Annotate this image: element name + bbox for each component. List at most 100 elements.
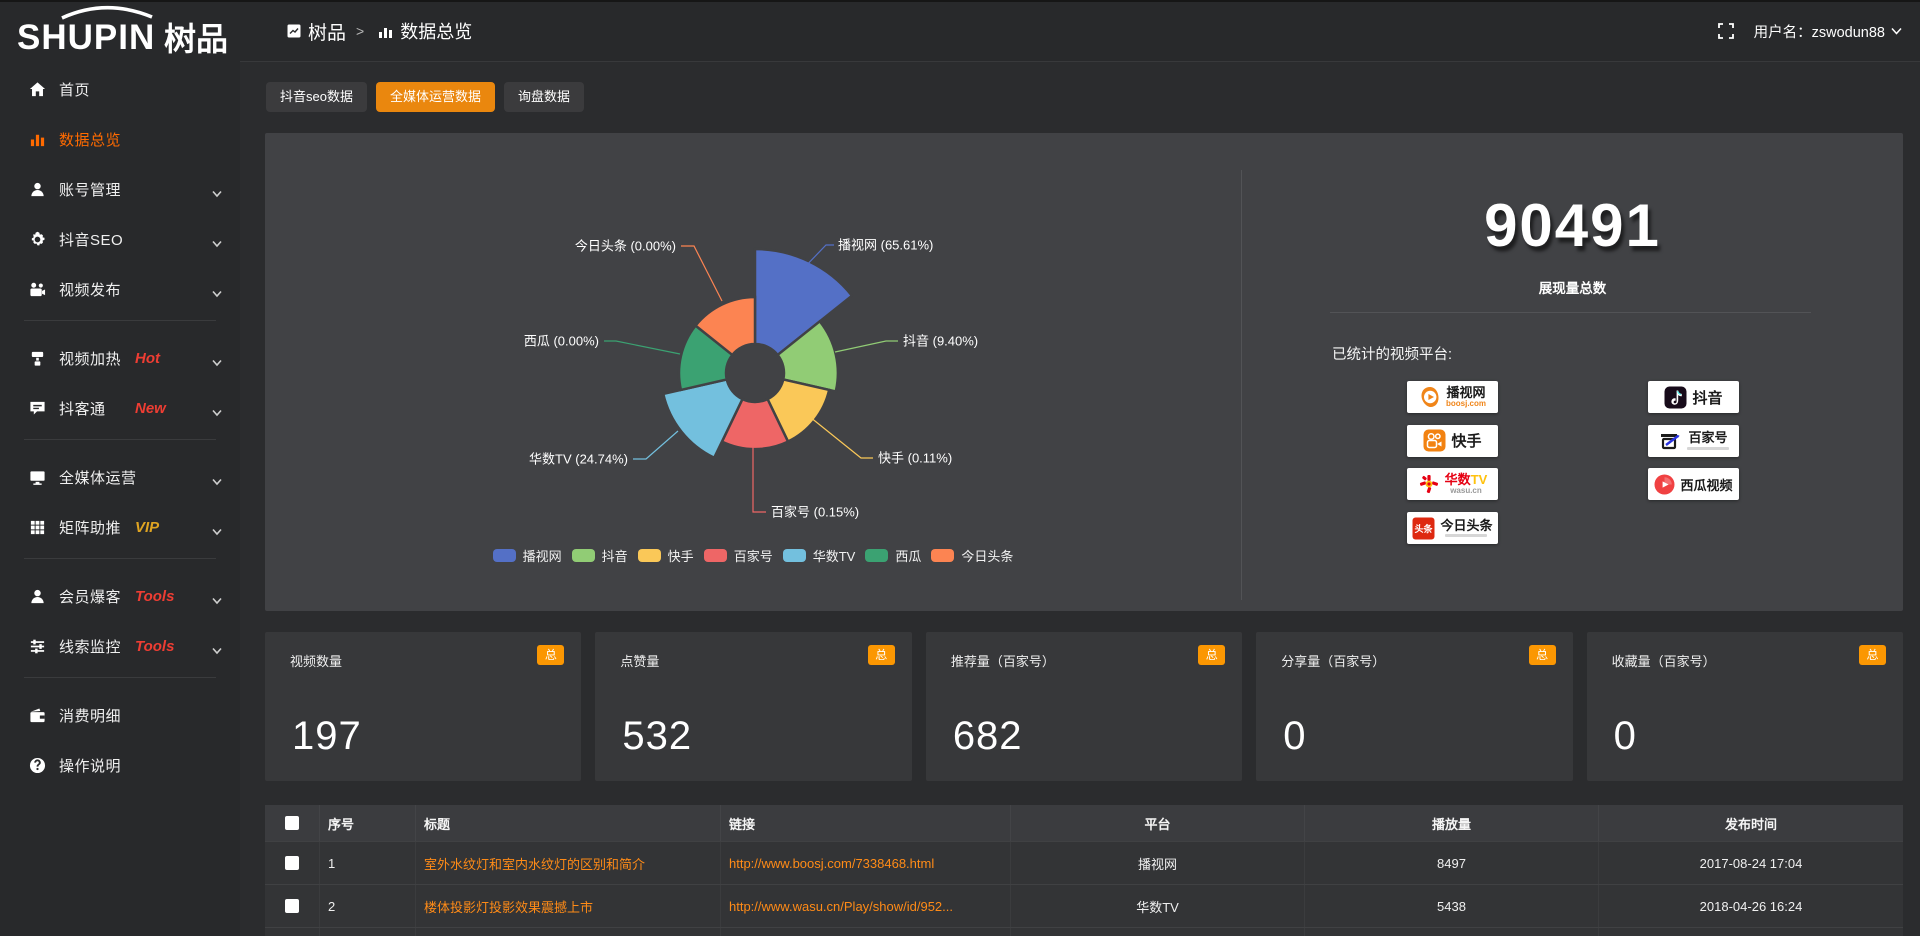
stat-card-badge[interactable]: 总 (1859, 645, 1887, 665)
tab-询盘数据[interactable]: 询盘数据 (503, 82, 584, 112)
legend-item-华数TV[interactable]: 华数TV (782, 546, 855, 565)
sidebar-item-label: 会员爆客 (59, 588, 122, 606)
platform-text: 播视网 boosj.com (1446, 386, 1486, 408)
platform-name: 快手 (1451, 433, 1482, 451)
legend-item-播视网[interactable]: 播视网 (492, 546, 562, 565)
platform-name-wrap: 播视网 (1446, 386, 1485, 400)
sidebar-item-首页[interactable]: 首页 (0, 64, 240, 114)
sidebar-item-会员爆客[interactable]: 会员爆客 Tools (0, 571, 240, 621)
sidebar-item-矩阵助推[interactable]: 矩阵助推 VIP (0, 502, 240, 552)
sidebar: SHUPIN 树品 首页 数据总览 账号管理 抖音SEO 视频发布视频加热 Hot 抖客通 N… (0, 0, 240, 936)
chart-label-今日头条: 今日头条 (0.00%) (575, 239, 676, 254)
table-cell-link[interactable]: 楼体投影灯投影效果震撼上市 (424, 899, 594, 915)
baijiahao-logo (1658, 429, 1682, 453)
sidebar-item-全媒体运营[interactable]: 全媒体运营 (0, 452, 240, 502)
legend-swatch (571, 549, 595, 562)
chart-label-播视网: 播视网 (65.61%) (838, 238, 933, 253)
sidebar-item-消费明细[interactable]: 消费明细 (0, 690, 240, 740)
platform-badge-百家号: 百家号 (1648, 424, 1739, 457)
sidebar-item-tag: Tools (135, 587, 175, 605)
row-checkbox[interactable] (285, 856, 299, 870)
table-cell-序号: 2 (320, 885, 416, 927)
sidebar-item-tag: New (135, 399, 166, 417)
platform-name-suffix: TV (1470, 472, 1488, 488)
stat-card-badge[interactable]: 总 (1198, 645, 1226, 665)
rose-chart-svg: 播视网 (65.61%) 抖音 (9.40%) 快手 (0.11%) 百家号 (0.1… (524, 238, 978, 520)
main-content: 抖音seo数据 全媒体运营数据 询盘数据 播视网 (65.61%) 抖音 (9.40%… (240, 62, 1920, 936)
platform-name-wrap: 快手 (1451, 430, 1481, 451)
tab-全媒体运营数据[interactable]: 全媒体运营数据 (375, 82, 495, 112)
table-header-播放量: 播放量 (1305, 805, 1599, 841)
table-cell-平台 (1011, 928, 1305, 936)
table-cell-checkbox (265, 842, 320, 884)
legend-swatch (931, 549, 955, 562)
wallet-icon (28, 706, 46, 724)
legend-item-百家号[interactable]: 百家号 (703, 546, 773, 565)
sidebar-item-抖音SEO[interactable]: 抖音SEO (0, 214, 240, 264)
platform-name: 播视网 (1446, 384, 1486, 400)
fullscreen-icon[interactable] (1717, 23, 1734, 39)
table-cell-播放量 (1305, 928, 1599, 936)
stat-card-badge[interactable]: 总 (1528, 645, 1556, 665)
sidebar-item-数据总览[interactable]: 数据总览 (0, 114, 240, 164)
chart-label-line-播视网 (799, 244, 834, 273)
legend-item-抖音[interactable]: 抖音 (571, 546, 628, 565)
stat-card-title: 点赞量 (620, 654, 660, 669)
tab-抖音seo数据[interactable]: 抖音seo数据 (266, 82, 367, 112)
chart-slice-抖音[interactable] (775, 319, 840, 393)
logo[interactable]: SHUPIN 树品 (0, 0, 240, 62)
row-checkbox[interactable] (285, 899, 299, 913)
sidebar-item-视频加热[interactable]: 视频加热 Hot (0, 333, 240, 383)
sidebar-item-tag: Hot (135, 349, 160, 367)
heat-icon (28, 349, 46, 367)
table-cell-发布时间: 2018-04-26 16:24 (1699, 898, 1803, 914)
chevron-down-icon (212, 354, 222, 372)
platform-tagline (1445, 534, 1488, 538)
topbar: 树品 > 数据总览 用户名：zswodun88 (240, 0, 1920, 62)
table-header-平台: 平台 (1011, 805, 1305, 841)
legend-item-西瓜[interactable]: 西瓜 (865, 546, 921, 565)
chart-slice-今日头条[interactable] (693, 295, 757, 357)
chevron-down-icon (212, 473, 222, 491)
sidebar-item-线索监控[interactable]: 线索监控 Tools (0, 621, 240, 671)
table-cell-link[interactable]: 室外水纹灯和室内水纹灯的区别和简介 (424, 856, 646, 872)
platform-text: 今日头条 (1440, 519, 1493, 538)
chart-label-line-抖音 (834, 340, 898, 353)
chart-label-line-西瓜 (604, 340, 681, 355)
breadcrumb-page[interactable]: 数据总览 (378, 18, 472, 44)
boosj-logo (1419, 386, 1441, 408)
legend-swatch (782, 549, 806, 562)
chart-slice-播视网[interactable] (753, 247, 854, 357)
table-cell-link[interactable]: http://www.boosj.com/7338468.html (729, 855, 935, 871)
legend-swatch (703, 549, 727, 562)
chart-slice-华数TV[interactable] (661, 377, 745, 460)
stat-card-点赞量: 点赞量 总 532 (595, 632, 912, 781)
table-header-发布时间: 发布时间 (1724, 816, 1777, 832)
sidebar-item-label: 视频发布 (59, 281, 122, 299)
user-menu[interactable]: 用户名：zswodun88 (1754, 21, 1902, 42)
legend-swatch (637, 549, 661, 562)
logo-graphic: SHUPIN 树品 (17, 5, 228, 57)
summary-divider (1330, 312, 1811, 313)
table-cell-link[interactable]: http://www.wasu.cn/Play/show/id/952... (729, 898, 953, 914)
table-header-checkbox (265, 805, 320, 841)
sidebar-item-账号管理[interactable]: 账号管理 (0, 164, 240, 214)
sidebar-item-视频发布[interactable]: 视频发布 (0, 264, 240, 314)
breadcrumb-app[interactable]: 树品 (287, 18, 346, 45)
select-all-checkbox[interactable] (285, 816, 299, 830)
chart-label-华数TV: 华数TV (24.74%) (529, 452, 628, 467)
table-cell-序号: 1 (320, 842, 416, 884)
chart-label-西瓜: 西瓜 (0.00%) (524, 334, 599, 349)
sidebar-item-操作说明[interactable]: 操作说明 (0, 740, 240, 790)
legend-item-今日头条[interactable]: 今日头条 (931, 546, 1013, 565)
video-camera-icon (28, 280, 46, 298)
legend-item-快手[interactable]: 快手 (637, 546, 694, 565)
stat-card-badge[interactable]: 总 (867, 645, 895, 665)
table-cell-checkbox (265, 885, 320, 927)
legend-label: 百家号 (733, 549, 773, 564)
table-cell-标题: 室外水纹灯和室内水纹灯的区别和简介 (416, 842, 721, 884)
platform-badge-华数: 华数 TV wasu.cn (1407, 468, 1498, 501)
sidebar-item-抖客通[interactable]: 抖客通 New (0, 383, 240, 433)
chat-icon (28, 399, 46, 417)
stat-card-badge[interactable]: 总 (537, 645, 565, 665)
